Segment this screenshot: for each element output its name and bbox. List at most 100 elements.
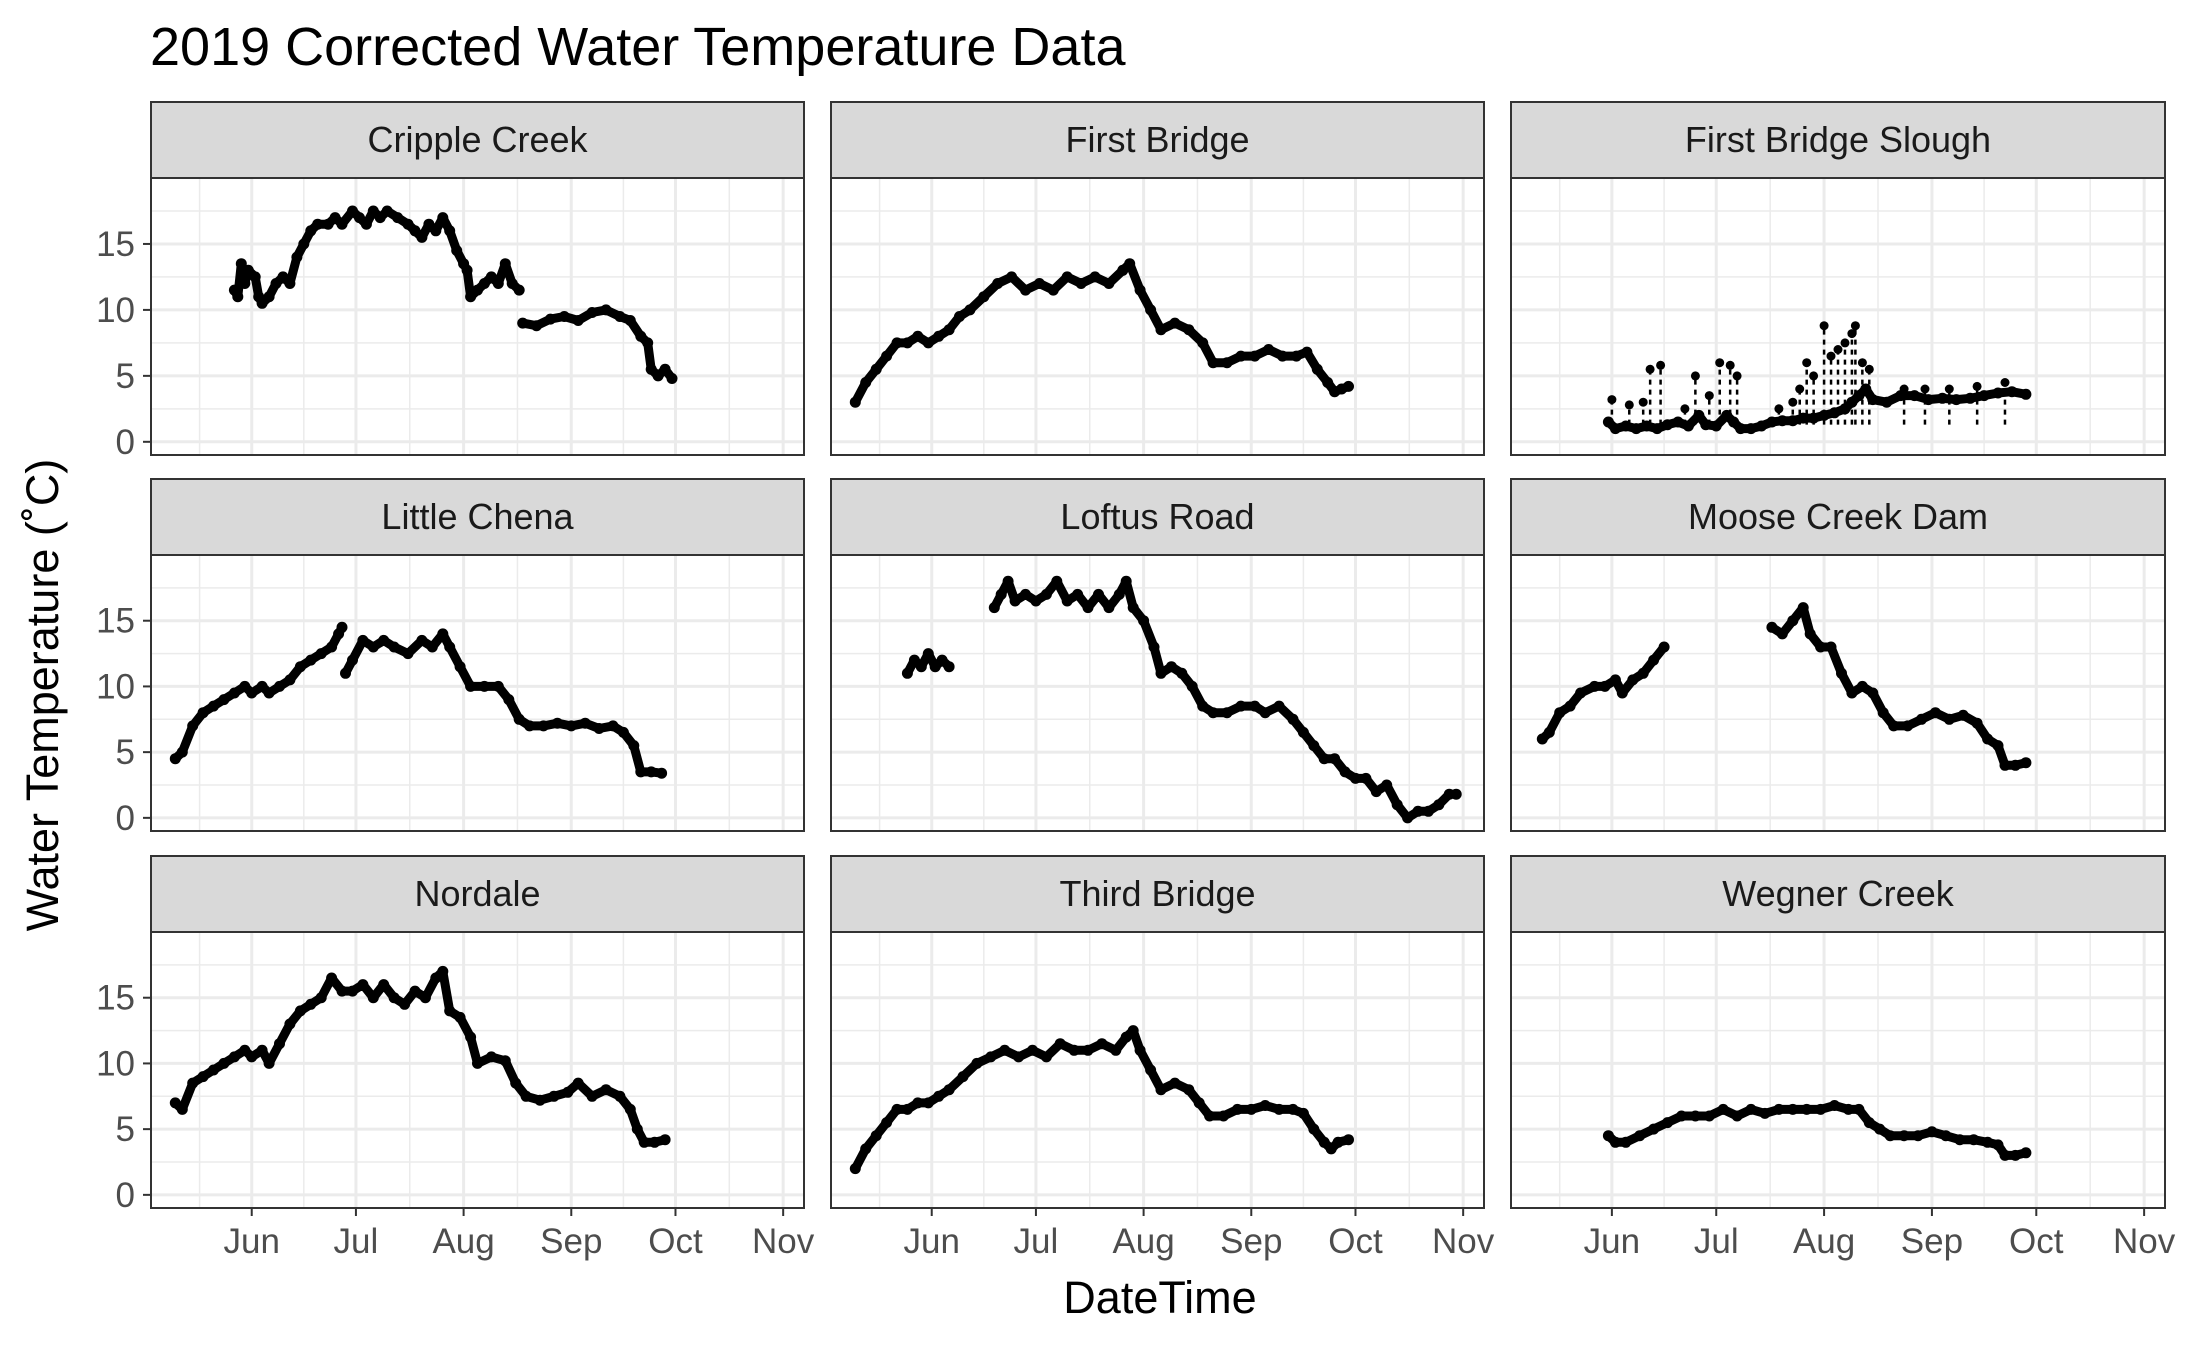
data-point: [1589, 680, 1600, 692]
data-point: [1370, 786, 1382, 798]
data-point: [881, 350, 893, 362]
data-point: [1624, 400, 1634, 410]
data-point: [235, 258, 247, 270]
strip-wegner-creek: [1510, 855, 2166, 933]
data-point: [1124, 258, 1136, 270]
data-point: [1350, 772, 1361, 784]
data-point: [1183, 1084, 1195, 1096]
data-point: [1950, 394, 1962, 406]
data-point: [472, 1057, 483, 1069]
data-point: [1554, 707, 1566, 719]
y-tick-label: 10: [96, 291, 135, 330]
data-point: [524, 720, 536, 732]
strip-first-bridge: [830, 101, 1485, 179]
data-point: [1082, 602, 1094, 614]
data-point: [1120, 575, 1132, 587]
data-point: [357, 634, 369, 646]
strip-label-third-bridge: Third Bridge: [1059, 873, 1255, 914]
data-point: [294, 661, 306, 673]
data-point: [1013, 1051, 1025, 1063]
data-point: [263, 687, 275, 699]
data-point: [1672, 416, 1684, 428]
data-point: [176, 1103, 188, 1115]
panel-cripple-creek: Cripple Creek: [150, 101, 805, 456]
data-point: [1235, 700, 1247, 712]
data-point: [985, 1051, 997, 1063]
data-point: [1249, 700, 1261, 712]
data-point: [1745, 1103, 1757, 1115]
data-point: [964, 304, 976, 316]
data-point: [1536, 733, 1548, 745]
data-point: [465, 291, 477, 303]
data-point: [1766, 621, 1778, 633]
data-point: [1902, 720, 1914, 732]
data-point: [1808, 412, 1820, 424]
series-first-bridge: [849, 258, 1354, 408]
data-point: [617, 726, 629, 738]
data-point: [208, 700, 219, 712]
data-point: [169, 1097, 181, 1109]
data-point: [1155, 1084, 1167, 1096]
y-tick-label: 5: [116, 1110, 135, 1149]
data-point: [399, 998, 411, 1010]
data-point: [1745, 423, 1757, 435]
plot-area-nordale: [151, 932, 804, 1208]
data-point: [1992, 740, 2004, 752]
data-point: [1169, 1077, 1181, 1089]
data-point: [1912, 1130, 1924, 1142]
data-point: [1802, 358, 1812, 368]
data-point: [1221, 707, 1233, 719]
data-point: [1322, 377, 1334, 388]
data-point: [1082, 1044, 1094, 1056]
data-point: [579, 717, 591, 729]
data-point: [860, 377, 872, 388]
data-point: [2009, 1149, 2021, 1161]
data-point: [1815, 641, 1827, 653]
x-tick-label: Nov: [2113, 1222, 2176, 1261]
data-point: [1564, 700, 1576, 712]
data-point: [1402, 812, 1414, 824]
data-point: [978, 291, 990, 303]
data-point: [176, 746, 188, 758]
data-point: [451, 245, 463, 256]
data-point: [1620, 1136, 1632, 1148]
data-point: [666, 373, 678, 384]
data-point: [239, 278, 251, 289]
data-point: [635, 766, 647, 778]
data-point: [392, 212, 404, 224]
panel-border-first-bridge-slough: [1510, 177, 2166, 456]
data-point: [218, 1057, 230, 1069]
data-point: [922, 1097, 934, 1109]
data-point: [465, 680, 477, 692]
x-tick-label: Sep: [1220, 1222, 1282, 1261]
strip-label-first-bridge-slough: First Bridge Slough: [1685, 119, 1991, 160]
data-point: [492, 680, 504, 692]
panel-nordale: Nordale: [150, 855, 805, 1209]
data-point: [1978, 390, 1990, 402]
data-point: [1773, 1103, 1785, 1115]
series-third-bridge: [849, 1025, 1354, 1175]
data-point: [2020, 757, 2032, 769]
data-point: [305, 998, 317, 1010]
panel-border-third-bridge: [830, 931, 1485, 1209]
data-point: [478, 278, 490, 289]
data-point: [187, 720, 199, 732]
data-point: [1134, 1044, 1146, 1056]
data-point: [1068, 1044, 1080, 1056]
data-point: [936, 654, 948, 666]
data-point: [1829, 1100, 1840, 1111]
data-point: [1634, 1130, 1646, 1142]
data-point: [454, 661, 466, 673]
panel-border-loftus-road: [830, 554, 1485, 832]
data-point: [870, 1130, 882, 1142]
data-point: [1982, 733, 1994, 745]
data-point: [860, 1143, 872, 1155]
data-point: [520, 1090, 532, 1102]
data-point: [1308, 1123, 1320, 1135]
data-point: [1833, 345, 1843, 354]
data-point: [1381, 779, 1393, 791]
data-point: [1662, 419, 1673, 431]
data-point: [506, 278, 518, 289]
data-point: [1715, 358, 1725, 368]
data-point: [336, 218, 348, 230]
